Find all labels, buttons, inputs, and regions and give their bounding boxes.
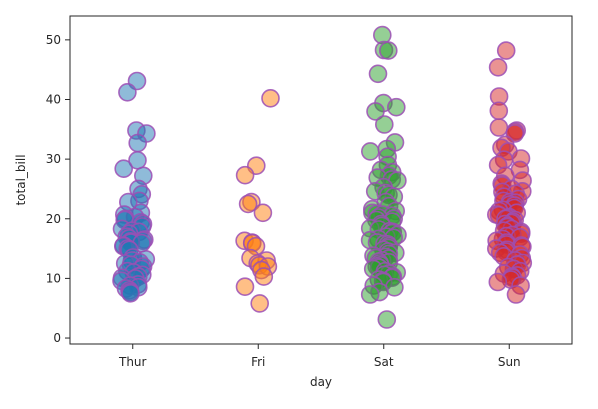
- data-point-sat: [386, 97, 406, 117]
- data-point-sun: [488, 58, 508, 77]
- data-point-fri: [250, 294, 270, 313]
- x-tick-label: Fri: [251, 355, 265, 369]
- y-tick-label: 0: [53, 331, 61, 345]
- data-point-sat: [366, 102, 385, 121]
- data-point-thur: [114, 159, 133, 178]
- x-axis-label: day: [310, 375, 332, 389]
- data-point-fri: [261, 89, 280, 108]
- y-axis: 0 10 20 30 40 50: [46, 33, 70, 345]
- data-point-sat: [360, 142, 380, 161]
- data-point-sat: [377, 310, 397, 329]
- data-point-sun: [496, 41, 516, 60]
- data-point-fri: [235, 165, 255, 185]
- y-tick-label: 40: [46, 92, 61, 106]
- data-point-sun: [489, 118, 509, 137]
- y-tick-label: 50: [46, 33, 61, 47]
- data-point-fri: [253, 203, 273, 223]
- data-point-thur: [128, 133, 147, 153]
- data-point-fri: [235, 277, 255, 297]
- x-tick-label: Sun: [498, 355, 521, 369]
- x-axis: Thur Fri Sat Sun: [118, 344, 521, 369]
- data-point-thur: [118, 83, 137, 102]
- data-point-sat: [360, 285, 380, 304]
- y-tick-label: 20: [46, 212, 61, 226]
- data-point-thur: [121, 283, 140, 303]
- x-tick-label: Thur: [118, 355, 147, 369]
- data-point-sat: [374, 115, 394, 134]
- data-point-sun: [488, 272, 508, 292]
- data-point-sun: [489, 101, 509, 121]
- data-point-fri: [254, 267, 274, 286]
- data-point-fri: [238, 194, 258, 214]
- data-point-sat: [378, 41, 398, 60]
- y-tick-label: 10: [46, 271, 61, 285]
- plot-frame: [69, 15, 573, 345]
- y-tick-label: 30: [46, 152, 61, 166]
- data-point-sun: [506, 285, 526, 304]
- points-layer: [112, 25, 533, 329]
- y-axis-label: total_bill: [14, 154, 28, 205]
- x-tick-label: Sat: [374, 355, 394, 369]
- data-point-sat: [368, 64, 388, 84]
